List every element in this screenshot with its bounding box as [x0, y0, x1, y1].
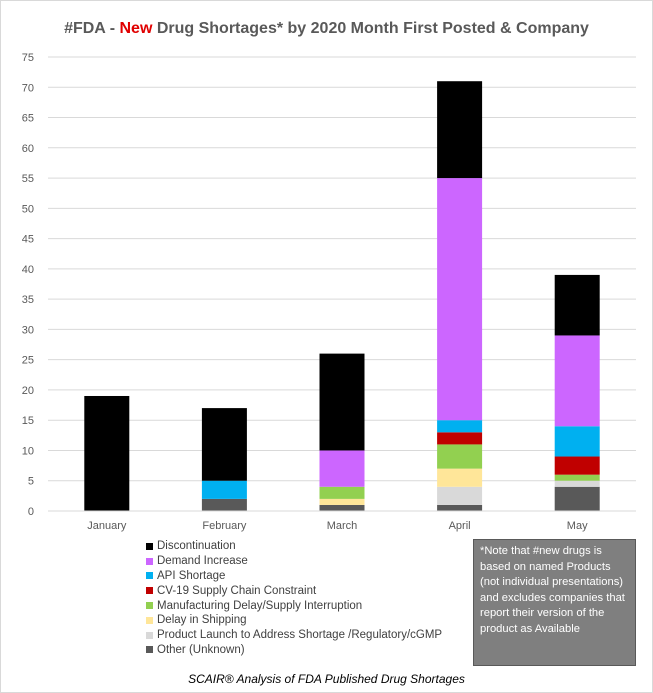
legend-label: Delay in Shipping [157, 614, 247, 627]
chart-title: #FDA - New Drug Shortages* by 2020 Month… [0, 20, 653, 38]
legend-swatch [146, 646, 153, 654]
legend-item: API Shortage [146, 569, 442, 584]
legend-label: Demand Increase [157, 555, 248, 568]
legend-swatch [146, 587, 153, 595]
bar-segment [319, 504, 365, 511]
bar-segment [437, 468, 483, 487]
title-prefix: #FDA - [64, 20, 120, 37]
y-tick-label: 30 [22, 324, 34, 336]
y-tick-label: 70 [22, 82, 34, 94]
bar-segment [554, 486, 600, 511]
legend-label: Manufacturing Delay/Supply Interruption [157, 599, 363, 612]
legend-swatch [146, 602, 153, 610]
bar-segment [437, 81, 483, 179]
legend-label: CV-19 Supply Chain Constraint [157, 584, 317, 597]
y-tick-label: 45 [22, 234, 34, 246]
bar-segment [554, 480, 600, 487]
note-box: *Note that #new drugs is based on named … [473, 539, 636, 666]
bar-segment [554, 456, 600, 475]
y-tick-label: 55 [22, 173, 34, 185]
legend-item: Manufacturing Delay/Supply Interruption [146, 598, 442, 613]
bar-segment [319, 498, 365, 505]
chart-legend: Discontinuation Demand Increase API Shorta… [146, 539, 442, 657]
bar-segment [554, 426, 600, 457]
y-tick-label: 20 [22, 385, 34, 397]
bar-segment [554, 474, 600, 481]
y-tick-label: 25 [22, 355, 34, 367]
legend-label: Product Launch to Address Shortage /Regu… [157, 629, 443, 642]
y-tick-label: 10 [22, 445, 34, 457]
stacked-bar-chart: 0 5 10 15 20 25 30 35 40 45 50 55 60 65 70 75 January Feb… [22, 52, 636, 532]
bar-segment [437, 504, 483, 511]
legend-item: Discontinuation [146, 539, 442, 554]
y-tick-label: 50 [22, 203, 34, 215]
y-tick-label: 5 [28, 476, 34, 488]
legend-swatch [146, 572, 153, 580]
bar-segment [201, 498, 247, 511]
x-tick-label: April [449, 520, 471, 532]
bar-segment [201, 408, 247, 481]
y-tick-label: 65 [22, 113, 34, 125]
legend-label: Discontinuation [157, 540, 236, 553]
legend-swatch [146, 557, 153, 565]
legend-item: Other (Unknown) [146, 643, 442, 658]
bar-segment [437, 432, 483, 445]
x-tick-label: May [567, 520, 588, 532]
bar-segment [319, 353, 365, 451]
x-tick-label: January [87, 520, 127, 532]
y-tick-label: 75 [22, 52, 34, 64]
y-tick-label: 15 [22, 415, 34, 427]
legend-swatch [146, 631, 153, 639]
source-footer: SCAIR® Analysis of FDA Published Drug Sh… [188, 672, 465, 686]
bar-segment [84, 395, 130, 511]
bar-segment [437, 486, 483, 505]
legend-item: Demand Increase [146, 554, 442, 569]
y-tick-label: 60 [22, 143, 34, 155]
y-tick-label: 40 [22, 264, 34, 276]
bar-segment [319, 486, 365, 499]
legend-swatch [146, 542, 153, 550]
bar-segment [437, 444, 483, 469]
x-tick-label: March [327, 520, 358, 532]
legend-label: API Shortage [157, 569, 226, 582]
y-tick-label: 35 [22, 294, 34, 306]
title-suffix: Drug Shortages* by 2020 Month First Post… [152, 20, 589, 37]
bar-segment [437, 178, 483, 421]
bar-segment [554, 274, 600, 336]
bar-segment [201, 480, 247, 499]
bar-segment [554, 335, 600, 427]
bar-segment [437, 420, 483, 433]
legend-item: Product Launch to Address Shortage /Regu… [146, 628, 442, 643]
x-tick-label: February [202, 520, 247, 532]
legend-label: Other (Unknown) [157, 643, 245, 656]
bar-segment [319, 450, 365, 487]
y-tick-label: 0 [28, 506, 34, 518]
legend-swatch [146, 616, 153, 624]
title-accent: New [119, 20, 153, 37]
legend-item: CV-19 Supply Chain Constraint [146, 583, 442, 598]
legend-item: Delay in Shipping [146, 613, 442, 628]
